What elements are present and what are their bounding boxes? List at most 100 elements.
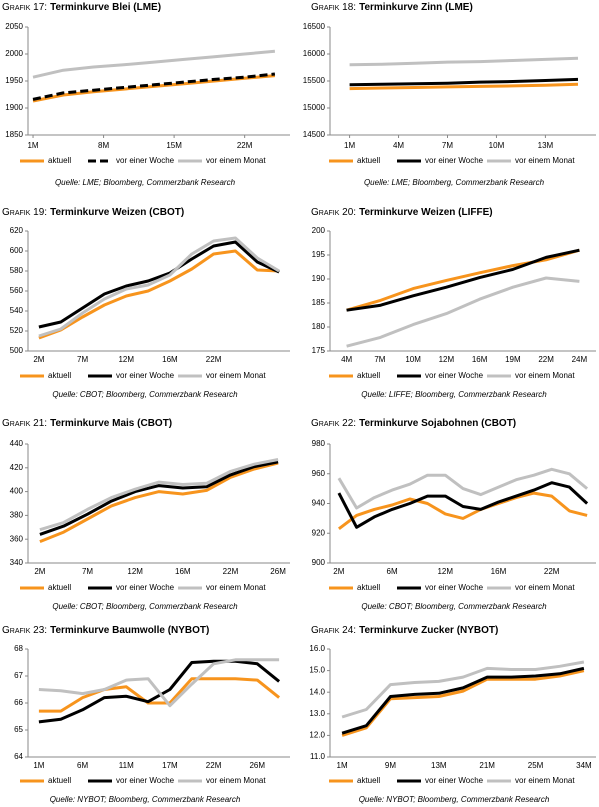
legend-label: vor einem Monat [206,371,266,380]
y-tick-label: 620 [10,226,24,235]
x-tick-label: 7M [374,355,385,364]
x-tick-label: 13M [538,141,554,150]
x-tick-label: 22M [538,355,554,364]
chart-panel: Grafik 18: Terminkurve Zinn (LME) 14500 150… [303,2,596,187]
chart-title: Grafik 19: Terminkurve Weizen (CBOT) [2,207,184,218]
x-tick-label: 11M [119,761,134,770]
chart-title: Grafik 18: Terminkurve Zinn (LME) [311,2,473,13]
chart-title: Grafik 17: Terminkurve Blei (LME) [2,2,161,13]
series-line [337,481,589,529]
source-note: Quelle: LME; Bloomberg, Commerzbank Rese… [364,178,545,187]
y-tick-label: 1900 [5,103,23,112]
series-line [32,74,276,103]
y-tick-label: 185 [312,298,326,307]
chart-title: Grafik 22: Terminkurve Sojabohnen (CBOT) [311,418,516,429]
series-line [39,461,279,543]
chart-panel: Grafik 24: Terminkurve Zucker (NYBOT) 11.0… [309,625,596,804]
x-tick-label: 19M [505,355,521,364]
series-line [32,49,276,79]
series-line [349,56,579,67]
y-tick-label: 580 [10,266,24,275]
chart-title: Grafik 20: Terminkurve Weizen (LIFFE) [311,207,493,218]
x-tick-label: 12M [127,567,143,576]
chart-number: Grafik 24: [311,625,356,636]
series-line [346,276,580,348]
x-tick-label: 6M [77,761,88,770]
source-note: Quelle: LIFFE; Bloomberg, Commerzbank Re… [361,390,547,399]
legend-label: aktuell [357,371,380,380]
y-tick-label: 2050 [5,22,23,31]
x-tick-label: 4M [393,141,404,150]
y-tick-label: 11.0 [310,752,326,761]
chart-panel: Grafik 19: Terminkurve Weizen (CBOT) 500 52… [2,207,290,399]
chart-number: Grafik 22: [311,418,356,429]
x-tick-label: 34M [576,761,592,770]
legend-label: aktuell [48,371,71,380]
series-line [38,236,280,338]
source-note: Quelle: CBOT; Bloomberg, Commerzbank Res… [52,602,238,611]
y-tick-label: 67 [14,671,23,680]
series-line [38,240,280,329]
y-tick-label: 15000 [303,103,326,112]
y-tick-label: 1850 [5,130,23,139]
x-tick-label: 10M [489,141,505,150]
source-note: Quelle: CBOT; Bloomberg, Commerzbank Res… [361,602,547,611]
legend-label: aktuell [48,583,71,592]
x-tick-label: 16M [491,567,507,576]
y-tick-label: 440 [10,439,24,448]
y-tick-label: 540 [10,306,24,315]
x-tick-label: 1M [337,761,348,770]
chart-title-text: Terminkurve Zinn (LME) [359,2,473,13]
x-tick-label: 4M [341,355,352,364]
y-tick-label: 960 [312,469,326,478]
legend-label: vor einer Woche [425,156,484,165]
chart-number: Grafik 18: [311,2,356,13]
y-tick-label: 15500 [303,76,326,85]
y-tick-label: 175 [312,346,326,355]
x-tick-label: 22M [237,141,253,150]
y-tick-label: 16500 [303,22,326,31]
x-tick-label: 12M [118,355,134,364]
y-tick-label: 64 [14,752,23,761]
y-tick-label: 360 [10,534,24,543]
chart-number: Grafik 19: [2,207,47,218]
x-tick-label: 17M [162,761,178,770]
x-tick-label: 12M [437,567,453,576]
y-tick-label: 980 [312,439,326,448]
x-tick-label: 16M [162,355,178,364]
chart-title-text: Terminkurve Weizen (LIFFE) [359,207,493,218]
chart-title-text: Terminkurve Sojabohnen (CBOT) [359,418,516,429]
series-line [38,659,281,724]
x-tick-label: 16M [175,567,191,576]
chart-panel: Grafik 20: Terminkurve Weizen (LIFFE) 175 1… [311,207,596,399]
x-tick-label: 6M [387,567,398,576]
x-tick-label: 13M [431,761,447,770]
y-tick-label: 600 [10,246,24,255]
series-line [38,677,281,713]
legend-label: aktuell [48,156,71,165]
x-tick-label: 21M [479,761,495,770]
y-tick-label: 14.0 [309,687,325,696]
legend-label: vor einem Monat [515,583,575,592]
x-tick-label: 2M [333,567,344,576]
y-tick-label: 920 [312,528,326,537]
series-line [337,467,589,510]
legend-label: vor einer Woche [116,371,175,380]
legend-label: vor einer Woche [425,776,484,785]
legend-label: aktuell [357,583,380,592]
legend-label: vor einem Monat [515,371,575,380]
chart-title-text: Terminkurve Blei (LME) [50,2,161,13]
x-tick-label: 1M [344,141,355,150]
chart-title-text: Terminkurve Baumwolle (NYBOT) [50,625,209,636]
series-line [346,248,580,312]
x-tick-label: 15M [166,141,182,150]
y-tick-label: 520 [10,326,24,335]
chart-panel: Grafik 17: Terminkurve Blei (LME) 1850 1900… [2,2,290,187]
source-note: Quelle: LME; Bloomberg, Commerzbank Rese… [55,178,236,187]
x-tick-label: 22M [206,355,222,364]
x-tick-label: 10M [405,355,421,364]
x-tick-label: 7M [77,355,88,364]
x-tick-label: 22M [544,567,560,576]
chart-number: Grafik 20: [311,207,356,218]
